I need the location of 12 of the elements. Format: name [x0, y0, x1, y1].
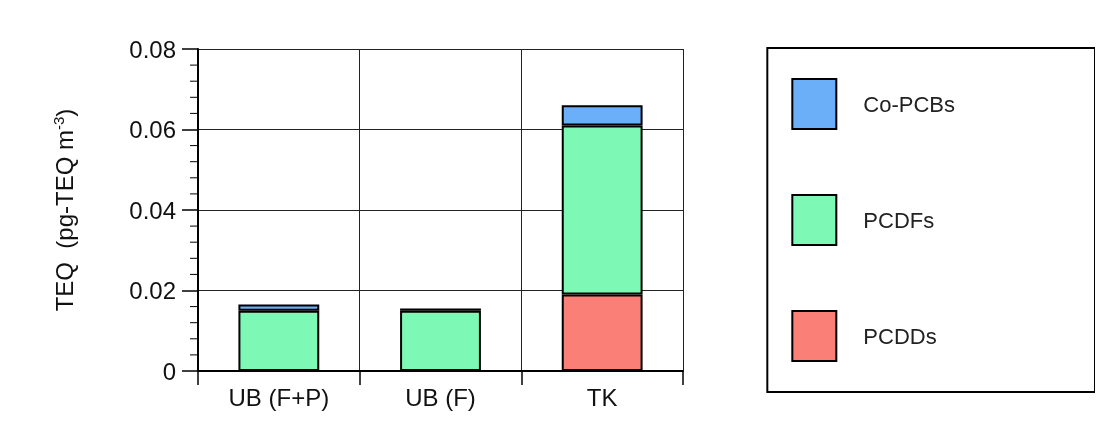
x-tick-label: UB (F+P)	[228, 383, 330, 411]
legend-label: PCDFs	[863, 207, 935, 233]
y-tick-label: 0	[162, 357, 176, 385]
legend-label: PCDDs	[863, 323, 937, 349]
x-tick-label: TK	[586, 383, 618, 411]
y-tick-label: 0.04	[129, 196, 176, 224]
legend-label: Co-PCBs	[863, 91, 955, 117]
y-axis-title: TEQ (pg-TEQ m-3)	[50, 108, 78, 312]
x-tick-label: UB (F)	[405, 383, 476, 411]
y-tick-label: 0.08	[129, 35, 176, 63]
y-tick-label: 0.06	[129, 116, 176, 143]
y-tick-label: 0.02	[129, 277, 176, 304]
